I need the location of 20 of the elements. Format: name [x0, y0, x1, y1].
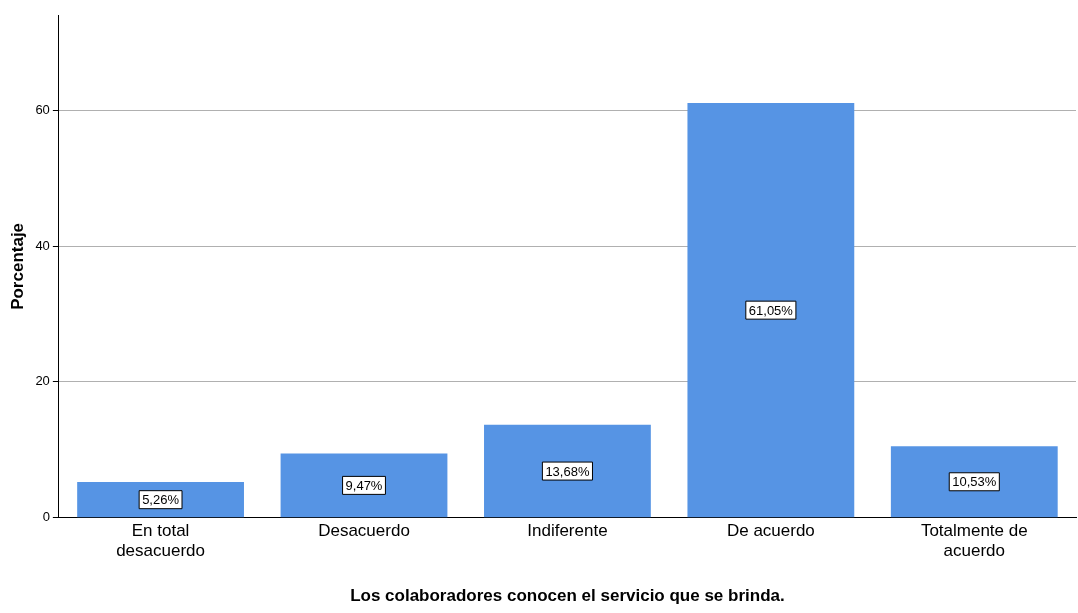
- bar: [890, 446, 1058, 518]
- bar: [280, 453, 448, 518]
- y-tick-label: 0: [42, 509, 50, 525]
- data-label: 5,26%: [142, 492, 180, 508]
- data-label: 9,47%: [345, 477, 383, 493]
- x-tick-label: Desacuerdo: [318, 520, 410, 540]
- y-tick-label: 40: [35, 237, 50, 253]
- y-tick-label: 60: [35, 101, 50, 117]
- y-tick-label: 20: [35, 373, 50, 389]
- data-label: 13,68%: [545, 463, 590, 479]
- x-tick-label: De acuerdo: [726, 520, 815, 540]
- bar: [687, 102, 855, 518]
- x-axis-title: Los colaboradores conocen el servicio que se brinda.: [350, 586, 785, 606]
- data-label: 61,05%: [748, 302, 794, 318]
- x-tick-label: En total desacuerdo: [116, 520, 205, 561]
- data-label: 10,53%: [952, 474, 997, 490]
- bar: [484, 424, 651, 518]
- x-tick-label: Indiferente: [527, 520, 608, 540]
- y-axis-title: Porcentaje: [7, 222, 27, 310]
- x-tick-label: Totalmente de acuerdo: [920, 520, 1028, 561]
